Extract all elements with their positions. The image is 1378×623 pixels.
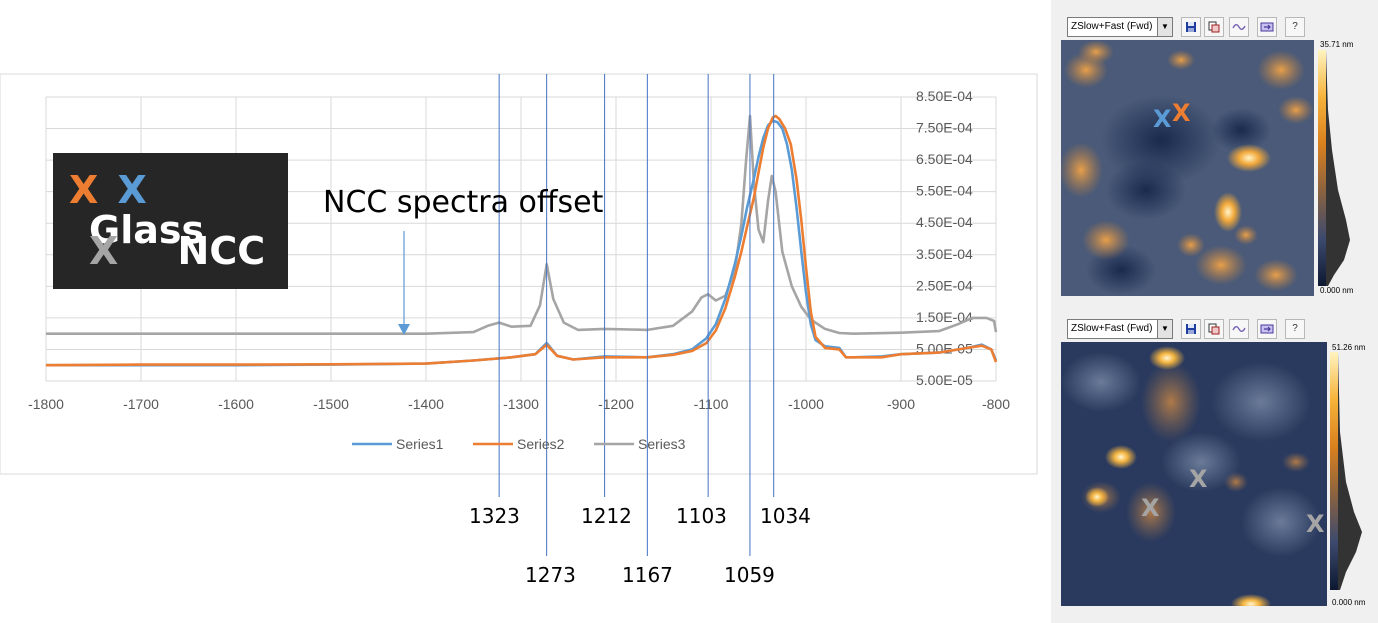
chevron-down-icon[interactable]: ▼	[1157, 320, 1172, 338]
scale-min-bottom: 0.000 nm	[1332, 598, 1366, 607]
copy-icon[interactable]	[1204, 17, 1224, 37]
chart-series	[45, 114, 998, 367]
wave-icon[interactable]	[1229, 17, 1249, 37]
y-tick-label: 2.50E-04	[916, 277, 973, 293]
afm-marker-gray-1: X	[1189, 465, 1208, 493]
afm-height-image-bottom	[1061, 342, 1327, 606]
afm-marker-blue: X	[1153, 105, 1172, 133]
peak-lines	[498, 74, 775, 556]
x-tick-label: -1300	[503, 396, 539, 412]
glass-label: Glass	[89, 208, 205, 252]
legend-label-series1: Series1	[396, 436, 444, 452]
y-tick-label: 6.50E-04	[916, 151, 973, 167]
y-tick-label: 8.50E-04	[916, 88, 973, 104]
peak-label-1167: 1167	[622, 563, 673, 587]
ncc-gray-marker: X	[89, 229, 119, 273]
series-line-series3	[46, 114, 998, 335]
help-icon[interactable]: ?	[1285, 17, 1305, 37]
annotation-arrow-head	[398, 324, 410, 335]
scale-max-bottom: 51.26 nm	[1332, 343, 1366, 352]
peak-label-1034: 1034	[760, 504, 811, 528]
peak-label-1273: 1273	[525, 563, 576, 587]
x-tick-label: -900	[887, 396, 915, 412]
glass-orange-marker: X	[69, 168, 99, 212]
y-tick-label: 7.50E-04	[916, 120, 973, 136]
x-tick-label: -1400	[408, 396, 444, 412]
peak-label-1103: 1103	[676, 504, 727, 528]
legend-label-series2: Series2	[517, 436, 565, 452]
afm-marker-orange: X	[1172, 99, 1191, 127]
afm-marker-gray-3: X	[1306, 510, 1325, 538]
ncc-label: NCC	[177, 229, 266, 273]
save-icon[interactable]	[1181, 17, 1201, 37]
y-tick-label: 1.50E-04	[916, 309, 973, 325]
scale-max-top: 35.71 nm	[1320, 40, 1354, 49]
afm-toolbar-top: ZSlow+Fast (Fwd) ▼ ?	[1067, 17, 1367, 39]
afm-mode-select-bottom[interactable]: ZSlow+Fast (Fwd) ▼	[1067, 319, 1173, 339]
y-axis-ticks: 8.50E-04 7.50E-04 6.50E-04 5.50E-04 4.50E-04…	[916, 88, 973, 388]
y-tick-label: 5.50E-04	[916, 183, 973, 199]
chevron-down-icon[interactable]: ▼	[1157, 18, 1172, 36]
x-tick-label: -1100	[694, 396, 729, 412]
x-tick-label: -1700	[123, 396, 159, 412]
sample-legend-box: X X Glass X NCC	[53, 153, 288, 289]
legend-row-glass: X X Glass	[69, 170, 288, 250]
chart-legend: Series1 Series2 Series3	[352, 436, 686, 452]
glass-blue-marker: X	[117, 168, 147, 212]
color-scale-bar-bottom	[1330, 352, 1338, 590]
peak-label-1059: 1059	[724, 563, 775, 587]
height-histogram-bottom	[1338, 352, 1362, 590]
export-icon[interactable]	[1257, 17, 1277, 37]
scale-min-top: 0.000 nm	[1320, 286, 1354, 295]
afm-mode-value-bottom: ZSlow+Fast (Fwd)	[1071, 323, 1153, 334]
x-tick-label: -1600	[218, 396, 254, 412]
legend-label-series3: Series3	[638, 436, 686, 452]
peak-label-1212: 1212	[581, 504, 632, 528]
series-line-series2	[45, 114, 998, 367]
afm-toolbar-bottom: ZSlow+Fast (Fwd) ▼ ?	[1067, 319, 1367, 341]
peak-label-1323: 1323	[469, 504, 520, 528]
copy-icon[interactable]	[1204, 319, 1224, 339]
x-tick-label: -1000	[788, 396, 824, 412]
height-histogram-top	[1326, 50, 1350, 286]
afm-height-image-top	[1061, 40, 1314, 296]
x-tick-label: -1800	[28, 396, 64, 412]
y-tick-label: 4.50E-04	[916, 214, 973, 230]
wave-icon[interactable]	[1229, 319, 1249, 339]
afm-marker-gray-2: X	[1141, 494, 1160, 522]
afm-mode-value-top: ZSlow+Fast (Fwd)	[1071, 21, 1153, 32]
legend-row-ncc: X NCC	[89, 231, 265, 271]
x-tick-label: -1200	[598, 396, 634, 412]
y-tick-label: 3.50E-04	[916, 246, 973, 262]
color-scale-bar-top	[1318, 50, 1326, 286]
help-icon[interactable]: ?	[1285, 319, 1305, 339]
x-tick-label: -1500	[313, 396, 349, 412]
save-icon[interactable]	[1181, 319, 1201, 339]
afm-mode-select-top[interactable]: ZSlow+Fast (Fwd) ▼	[1067, 17, 1173, 37]
export-icon[interactable]	[1257, 319, 1277, 339]
y-tick-label: 5.00E-05	[916, 372, 973, 388]
x-tick-label: -800	[982, 396, 1010, 412]
ncc-offset-annotation: NCC spectra offset	[323, 185, 604, 220]
x-axis-ticks: -1800 -1700 -1600 -1500 -1400 -1300 -1200 -1100…	[28, 396, 1010, 412]
